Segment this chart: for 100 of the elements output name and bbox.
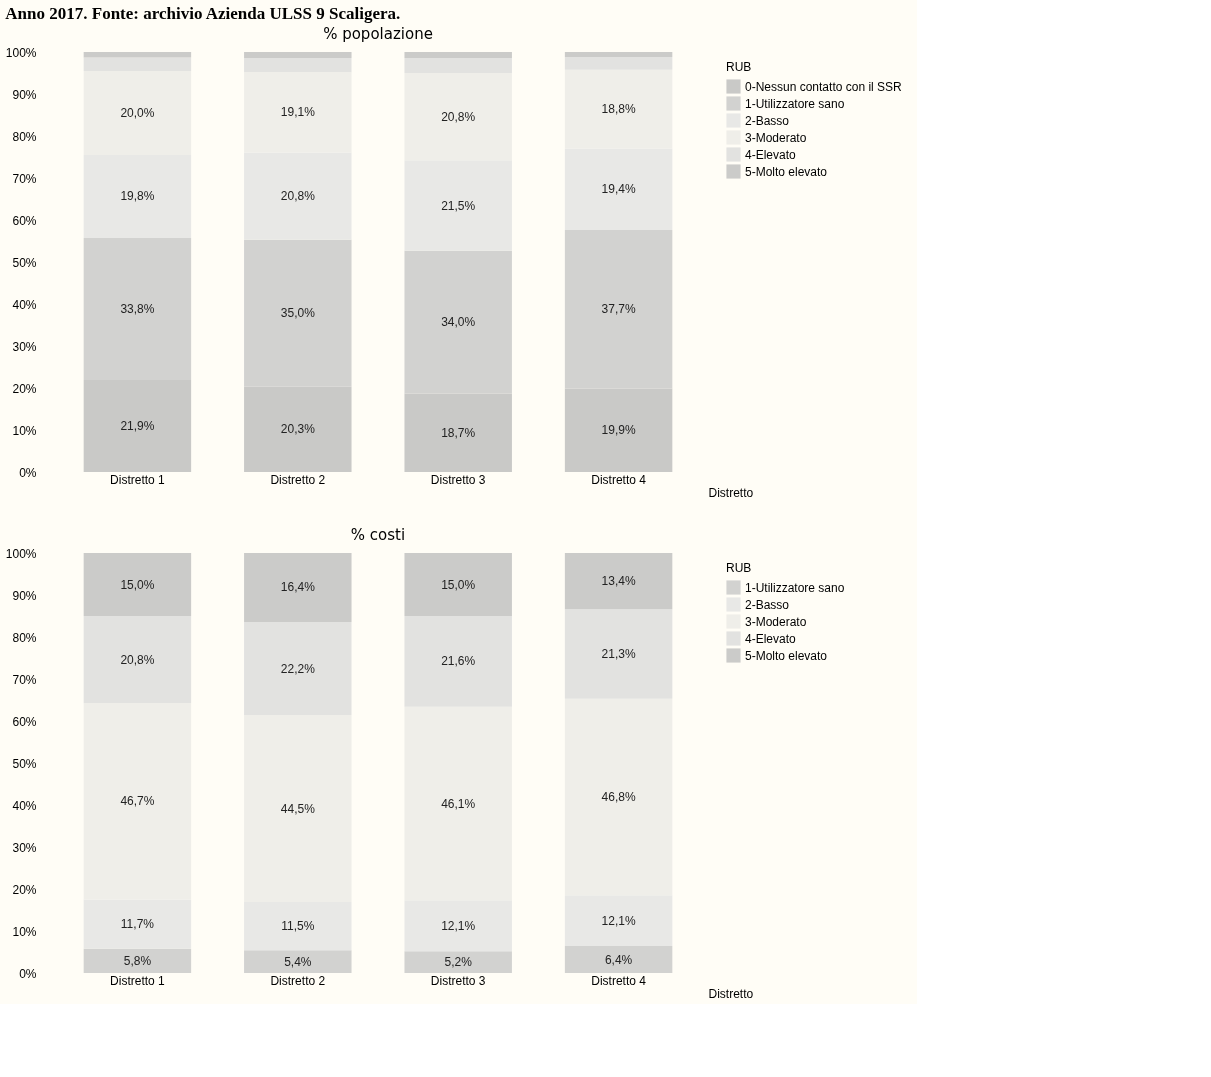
x-tick-label: Distretto 2	[270, 973, 326, 988]
data-label: 33,8%	[120, 302, 155, 317]
y-tick-label: 0%	[19, 966, 37, 981]
bar	[564, 553, 673, 610]
x-axis-title: Distretto	[708, 485, 754, 500]
x-tick-label: Distretto 1	[110, 472, 166, 487]
data-label: 46,7%	[120, 794, 155, 809]
bar	[404, 951, 512, 973]
data-label: 20,8%	[120, 652, 155, 667]
legend-label: 2-Basso	[745, 113, 790, 128]
data-label: 37,7%	[601, 302, 636, 317]
legend-label: 0-Nessun contatto con il SSR	[745, 79, 903, 94]
bar	[564, 57, 673, 70]
bar	[244, 553, 352, 622]
data-label: 19,8%	[120, 189, 155, 204]
y-tick-label: 40%	[12, 297, 37, 312]
data-label: 21,9%	[120, 419, 155, 434]
bar	[83, 616, 192, 704]
y-tick-label: 100%	[5, 546, 37, 561]
data-label: 20,3%	[280, 422, 316, 437]
data-label: 20,8%	[280, 189, 316, 204]
y-tick-label: 90%	[12, 87, 37, 102]
data-label: 35,0%	[280, 306, 316, 321]
y-tick-label: 80%	[12, 630, 37, 645]
legend-label: 5-Molto elevato	[745, 164, 828, 179]
bar	[564, 946, 673, 973]
legend-label: 2-Basso	[745, 597, 790, 612]
y-tick-label: 10%	[12, 924, 37, 939]
legend-label: 3-Moderato	[745, 130, 807, 145]
data-label: 12,1%	[601, 913, 636, 928]
data-label: 46,1%	[441, 796, 476, 811]
bar	[404, 553, 512, 616]
data-label: 19,4%	[601, 182, 636, 197]
x-axis-title: Distretto	[708, 986, 754, 1001]
y-tick-label: 100%	[5, 45, 37, 60]
bar	[244, 950, 352, 973]
y-tick-label: 0%	[19, 465, 37, 480]
data-label: 20,0%	[120, 105, 155, 120]
y-tick-label: 30%	[12, 840, 37, 855]
bar	[83, 57, 192, 71]
y-tick-label: 60%	[12, 213, 37, 228]
y-tick-label: 30%	[12, 339, 37, 354]
data-label: 11,5%	[281, 919, 315, 934]
legend-label: 4-Elevato	[745, 147, 797, 162]
x-tick-label: Distretto 4	[591, 973, 647, 988]
legend-label: 4-Elevato	[745, 631, 797, 646]
bar	[404, 57, 512, 73]
y-tick-label: 10%	[12, 423, 37, 438]
data-label: 21,6%	[441, 654, 476, 669]
x-tick-label: Distretto 4	[591, 472, 647, 487]
data-label: 21,5%	[441, 198, 476, 213]
bar	[244, 621, 352, 716]
data-label: 18,8%	[601, 102, 636, 117]
legend-title: RUB	[726, 60, 752, 74]
data-label: 18,7%	[441, 425, 476, 440]
y-tick-label: 70%	[12, 171, 37, 186]
data-label: 5,2%	[444, 955, 473, 970]
y-tick-label: 50%	[12, 255, 37, 270]
legend-title: RUB	[726, 561, 752, 575]
text: Anno 2017. Fonte: archivio Azienda ULSS 9 Scaligera.	[5, 4, 401, 23]
legend-label: 5-Molto elevato	[745, 648, 828, 663]
y-tick-label: 40%	[12, 798, 37, 813]
data-label: 15,0%	[441, 577, 476, 592]
y-tick-label: 20%	[12, 381, 37, 396]
chart-title: % popolazione	[323, 25, 433, 43]
data-label: 20,8%	[441, 109, 476, 124]
data-label: 13,4%	[601, 574, 636, 589]
bar	[404, 52, 512, 58]
bar	[564, 609, 673, 699]
data-label: 15,0%	[120, 577, 155, 592]
data-label: 11,7%	[120, 917, 155, 932]
data-label: 46,8%	[601, 790, 636, 805]
y-tick-label: 80%	[12, 129, 37, 144]
y-tick-label: 60%	[12, 714, 37, 729]
data-label: 22,2%	[280, 661, 316, 676]
data-label: 44,5%	[280, 801, 316, 816]
data-label: 16,4%	[280, 580, 316, 595]
data-label: 19,1%	[280, 105, 316, 120]
bar	[564, 52, 673, 58]
bar	[244, 57, 352, 73]
data-label: 12,1%	[441, 918, 476, 933]
data-label: 5,4%	[284, 954, 312, 969]
bar	[83, 52, 192, 58]
data-label: 19,9%	[601, 423, 636, 438]
legend-label: 1-Utilizzatore sano	[745, 580, 845, 595]
x-tick-label: Distretto 1	[110, 973, 166, 988]
x-tick-label: Distretto 3	[430, 973, 486, 988]
data-label: 21,3%	[601, 647, 636, 662]
y-tick-label: 20%	[12, 882, 37, 897]
bar	[83, 553, 192, 616]
bar	[83, 948, 192, 973]
legend-label: 1-Utilizzatore sano	[745, 96, 845, 111]
y-tick-label: 50%	[12, 756, 37, 771]
x-tick-label: Distretto 2	[270, 472, 326, 487]
data-label: 6,4%	[604, 952, 633, 967]
y-tick-label: 70%	[12, 672, 37, 687]
bar	[244, 52, 352, 58]
data-label: 34,0%	[441, 315, 476, 330]
chart-title: % costi	[350, 526, 406, 544]
bar	[404, 616, 512, 707]
